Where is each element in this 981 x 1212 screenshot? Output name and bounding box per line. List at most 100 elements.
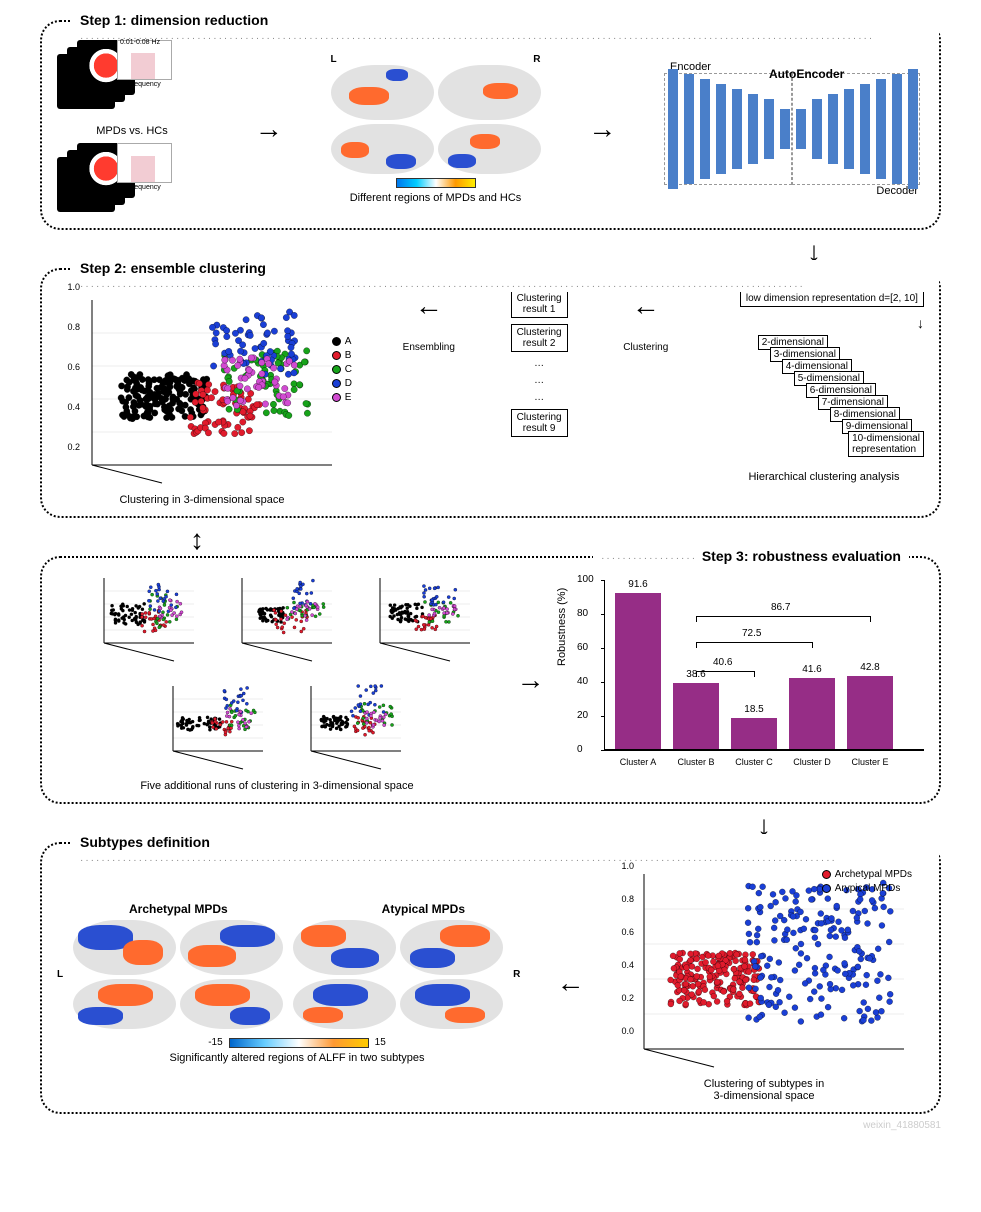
- bar-xlabel: Cluster B: [671, 757, 721, 767]
- ae-bar: [892, 74, 902, 184]
- brain-R-label: R: [513, 969, 520, 980]
- bar-xlabel: Cluster C: [729, 757, 779, 767]
- brain-L-label: L: [331, 54, 337, 65]
- scatter-legend: ABCDE: [332, 335, 352, 405]
- arrow-left-icon: ←: [415, 290, 443, 322]
- ae-bar: [780, 109, 790, 149]
- scan-group-bottom: frequency: [57, 143, 207, 218]
- subtypes-panel: Subtypes definition ····················…: [40, 842, 941, 1114]
- bar-xlabel: Cluster A: [613, 757, 663, 767]
- ae-bar: [812, 99, 822, 159]
- ae-bar: [764, 99, 774, 159]
- arrow-right-icon: →: [517, 664, 545, 696]
- clustering-result-box: …: [534, 392, 544, 403]
- step2-scatter-caption: Clustering in 3-dimensional space: [119, 494, 284, 506]
- subtype-legend: Archetypal MPDsArypical MPDs: [822, 868, 912, 896]
- brain-R-label: R: [533, 54, 540, 65]
- legend-item: Archetypal MPDs: [822, 868, 912, 882]
- brain-surface-icon: [331, 124, 434, 174]
- bar-xlabel: Cluster E: [845, 757, 895, 767]
- small-scatter: [281, 676, 411, 776]
- step2-panel: Step 2: ensemble clustering ············…: [40, 268, 941, 518]
- dimension-card: 10-dimensional representation: [848, 431, 924, 457]
- brain-surface-icon: [73, 979, 176, 1029]
- step1-center-caption: Different regions of MPDs and HCs: [350, 192, 522, 204]
- ae-bar: [828, 94, 838, 164]
- bracket-line: [696, 642, 812, 643]
- robustness-barchart: Robustness (%) 02040608010091.6Cluster A…: [564, 580, 924, 780]
- scatter-plot-icon: [62, 290, 342, 490]
- y-tick: 0: [577, 744, 583, 755]
- y-tick: 80: [577, 608, 588, 619]
- legend-item: B: [332, 349, 352, 363]
- bracket-value: 40.6: [713, 657, 732, 668]
- y-axis-ticks: 0.20.40.60.81.0: [62, 290, 82, 470]
- ae-bar: [796, 109, 806, 149]
- clustering-result-box: …: [534, 375, 544, 386]
- ae-bar: [700, 79, 710, 179]
- brain-surface-icon: [73, 920, 176, 975]
- ae-bar: [844, 89, 854, 169]
- subtype-brain-maps: Archetypal MPDs Atypical MPDs L R: [57, 902, 537, 1064]
- step3-title: ·················· Step 3: robustness ev…: [593, 548, 909, 564]
- five-runs-grid: Five additional runs of clustering in 3-…: [57, 568, 497, 792]
- ae-bar: [732, 89, 742, 169]
- step1-title-text: Step 1: dimension reduction: [80, 12, 268, 28]
- barchart-ylabel: Robustness (%): [556, 588, 568, 666]
- brain-surface-icon: [293, 920, 396, 975]
- clustering-label: Clustering: [623, 342, 668, 353]
- bar: 42.8: [847, 676, 893, 749]
- colorbar-icon: [229, 1038, 369, 1048]
- bar-value: 41.6: [789, 664, 835, 675]
- step3-panel: ·················· Step 3: robustness ev…: [40, 556, 941, 804]
- ae-bar: [876, 79, 886, 179]
- archetypal-label: Archetypal MPDs: [129, 902, 228, 916]
- five-runs-caption: Five additional runs of clustering in 3-…: [140, 780, 413, 792]
- arrow-left-icon: ←: [632, 290, 660, 322]
- step1-panel: Step 1: dimension reduction ············…: [40, 20, 941, 230]
- bar: 41.6: [789, 678, 835, 749]
- brain-surface-icon: [400, 979, 503, 1029]
- ensembling-label: Ensembling: [403, 342, 455, 353]
- bracket-line: [696, 616, 870, 617]
- clustering-result-box: Clustering result 2: [511, 324, 568, 352]
- brain-surface-icon: [180, 920, 283, 975]
- small-scatter: [350, 568, 480, 668]
- subtypes-caption: Significantly altered regions of ALFF in…: [170, 1052, 425, 1064]
- legend-item: A: [332, 335, 352, 349]
- clustering-result-box: Clustering result 9: [511, 409, 568, 437]
- brain-surfaces-grid: L R Diffe: [331, 54, 541, 204]
- scan-group-top: 0.01-0.08 Hz frequency: [57, 40, 207, 115]
- input-data-column: 0.01-0.08 Hz frequency MPDs vs. HCs freq…: [57, 40, 207, 218]
- clustering-result-box: …: [534, 358, 544, 369]
- bar-value: 42.8: [847, 662, 893, 673]
- ae-bar: [668, 69, 678, 189]
- autoencoder-diagram: Encoder AutoEncoder Decoder: [664, 59, 924, 199]
- bar: 91.6: [615, 593, 661, 749]
- brain-surface-icon: [438, 65, 541, 120]
- ae-bar: [860, 84, 870, 174]
- y-tick: 40: [577, 676, 588, 687]
- ae-bar: [748, 94, 758, 164]
- subtypes-title: Subtypes definition ····················…: [72, 834, 939, 866]
- arrow-left-icon: ←: [557, 967, 585, 999]
- bar: 38.6: [673, 683, 719, 749]
- step2-hier-caption: Hierarchical clustering analysis: [748, 471, 899, 483]
- brain-surface-icon: [331, 65, 434, 120]
- ae-bar: [716, 84, 726, 174]
- ae-bar: [908, 69, 918, 189]
- step2-title: Step 2: ensemble clustering ············…: [72, 260, 939, 292]
- legend-item: E: [332, 391, 352, 405]
- y-tick: 100: [577, 574, 594, 585]
- y-tick: 60: [577, 642, 588, 653]
- brain-surface-icon: [180, 979, 283, 1029]
- subtype-scatter: Archetypal MPDsArypical MPDs 0.00.20.40.…: [604, 864, 924, 1102]
- brain-surface-icon: [293, 979, 396, 1029]
- frequency-spectrum-icon: frequency: [117, 143, 172, 183]
- bar-xlabel: Cluster D: [787, 757, 837, 767]
- bar-value: 18.5: [731, 704, 777, 715]
- colorbar-icon: [396, 178, 476, 188]
- small-scatter: [212, 568, 342, 668]
- subtype-scatter-caption: Clustering of subtypes in 3-dimensional …: [704, 1078, 824, 1102]
- bar: 18.5: [731, 718, 777, 749]
